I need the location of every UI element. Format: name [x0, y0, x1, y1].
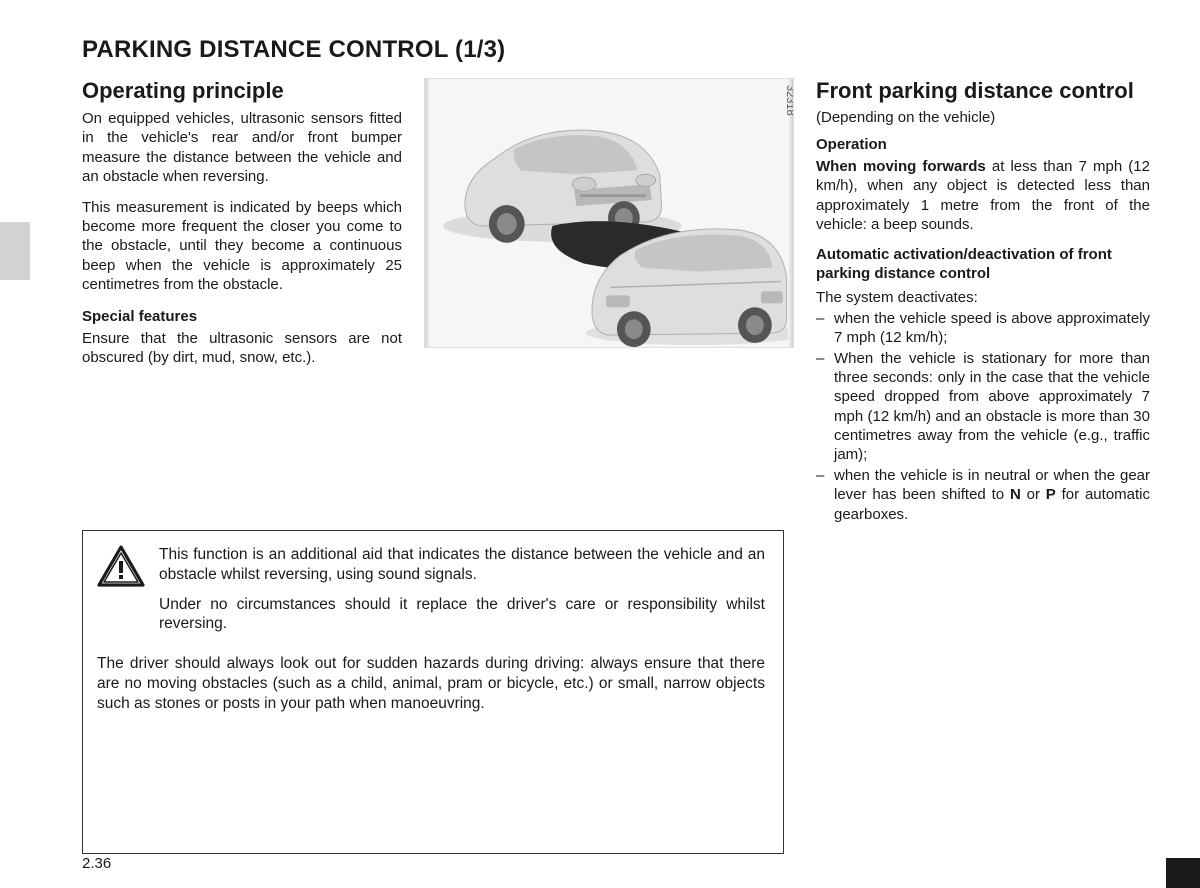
column-right: Front parking distance control (Dependin… [816, 78, 1150, 526]
warning-triangle-icon [97, 545, 145, 644]
moving-forwards-bold: When moving forwards [816, 158, 986, 175]
special-features-heading: Special features [82, 308, 402, 325]
illus-shade-left [424, 79, 430, 347]
warning-para-2: Under no circumstances should it replace… [159, 595, 765, 635]
cars-svg [425, 79, 793, 347]
list-item-text: When the vehicle is stationary for more … [834, 349, 1150, 464]
content-columns: Operating principle On equipped vehicles… [82, 78, 1150, 526]
list-item-text: when the vehicle speed is above approxim… [834, 309, 1150, 347]
dash-bullet: – [816, 466, 834, 524]
list-item: – when the vehicle speed is above approx… [816, 309, 1150, 347]
warning-para-1: This function is an additional aid that … [159, 545, 765, 585]
warning-box: This function is an additional aid that … [82, 530, 784, 854]
vehicle-illustration: 32318 [424, 78, 794, 348]
list-item-text: when the vehicle is in neutral or when t… [834, 466, 1150, 524]
illustration-id: 32318 [784, 85, 794, 116]
depending-note: (Depending on the vehicle) [816, 109, 1150, 126]
page-number: 2.36 [82, 855, 111, 872]
warning-para-3: The driver should always look out for su… [97, 654, 765, 713]
operating-para-2: This measurement is indicated by beeps w… [82, 198, 402, 294]
column-left: Operating principle On equipped vehicles… [82, 78, 402, 526]
page-title: PARKING DISTANCE CONTROL (1/3) [82, 36, 1150, 64]
deactivates-intro: The system deactivates: [816, 288, 1150, 307]
list-item: – when the vehicle is in neutral or when… [816, 466, 1150, 524]
operation-para: When moving forwards at less than 7 mph … [816, 157, 1150, 234]
corner-mark [1166, 858, 1200, 888]
dash-bullet: – [816, 349, 834, 464]
operation-subhead: Operation [816, 136, 1150, 153]
special-features-para: Ensure that the ultrasonic sensors are n… [82, 329, 402, 367]
operating-principle-heading: Operating principle [82, 78, 402, 103]
deactivation-list: – when the vehicle speed is above approx… [816, 309, 1150, 524]
front-parking-heading: Front parking distance control [816, 78, 1150, 103]
auto-activation-subhead: Automatic activation/deactivation of fro… [816, 246, 1150, 284]
dash-bullet: – [816, 309, 834, 347]
list-item: – When the vehicle is stationary for mor… [816, 349, 1150, 464]
illus-shade-right [788, 79, 794, 347]
manual-page: PARKING DISTANCE CONTROL (1/3) Operating… [0, 0, 1200, 888]
column-middle: 32318 [424, 78, 794, 526]
operating-para-1: On equipped vehicles, ultrasonic sensors… [82, 109, 402, 186]
